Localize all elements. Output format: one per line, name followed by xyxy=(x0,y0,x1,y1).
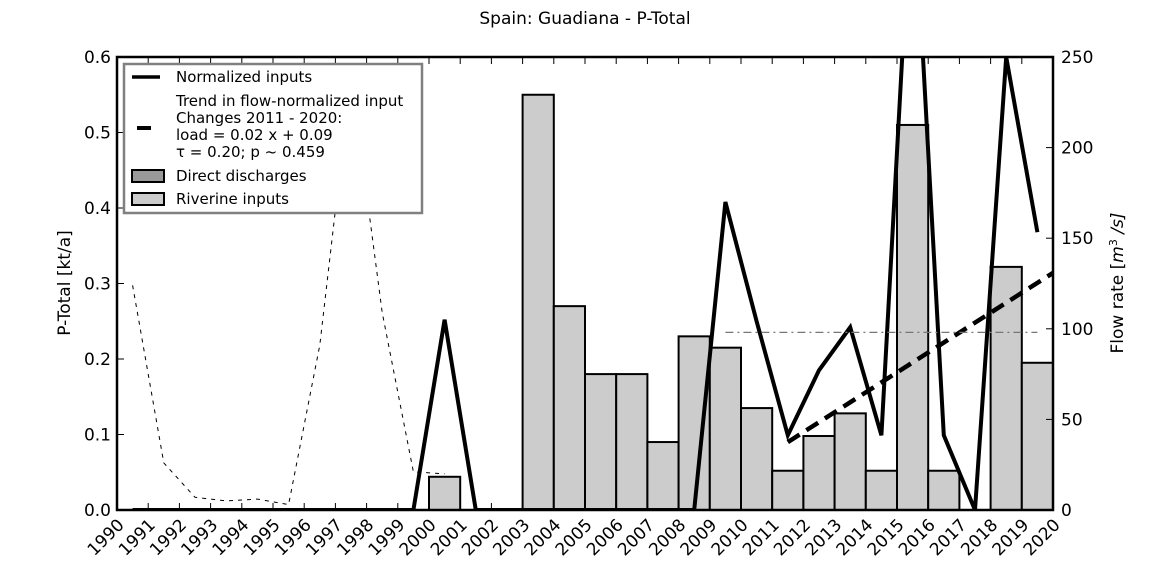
bar-2019 xyxy=(1020,361,1054,511)
legend-direct-swatch xyxy=(131,169,165,183)
y-axis-label: P-Total [kt/a] xyxy=(55,230,75,335)
legend-riverine-label: Riverine inputs xyxy=(176,190,289,208)
y-tick-label: 0.2 xyxy=(84,350,111,370)
bar-2004 xyxy=(552,305,586,511)
legend-trend-period: Changes 2011 - 2020: xyxy=(176,109,342,127)
y-axis-right: 0 50 100 150 200 250 xyxy=(1046,48,1093,521)
series-lines xyxy=(132,57,1053,510)
y-tick-label: 0.3 xyxy=(84,275,111,295)
bar-2016 xyxy=(927,469,961,511)
bar-2005 xyxy=(584,373,618,511)
y2-tick-label: 200 xyxy=(1061,139,1093,159)
normalized-inputs-line xyxy=(132,57,1040,510)
y-tick-label: 0.0 xyxy=(84,501,111,521)
legend-trend-stats: τ = 0.20; p ~ 0.459 xyxy=(176,143,325,161)
bar-2010 xyxy=(740,407,774,512)
y2-axis-label: Flow rate [m3 /s] xyxy=(1107,213,1129,354)
y-tick-label: 0.4 xyxy=(84,199,111,219)
trend-line xyxy=(786,271,1053,444)
x-tick-label: 2020 xyxy=(1020,515,1065,560)
legend: Normalized inputs Trend in flow-normaliz… xyxy=(122,62,424,215)
legend-trend-label: Trend in flow-normalized input xyxy=(175,92,403,110)
legend-normalized-label: Normalized inputs xyxy=(176,68,312,86)
legend-riverine-swatch xyxy=(131,192,165,206)
legend-box xyxy=(122,62,424,215)
chart-title: Spain: Guadiana - P-Total xyxy=(479,9,690,29)
bar-2012 xyxy=(802,435,836,512)
bar-2009 xyxy=(708,346,742,511)
y2-tick-label: 50 xyxy=(1061,410,1083,430)
bar-2006 xyxy=(615,373,649,511)
y2-tick-label: 250 xyxy=(1061,48,1093,68)
bar-2011 xyxy=(771,469,805,511)
bar-2015 xyxy=(896,123,930,511)
y-tick-label: 0.6 xyxy=(84,48,111,68)
y2-tick-label: 150 xyxy=(1061,229,1093,249)
y-tick-label: 0.1 xyxy=(84,426,111,446)
bar-2000 xyxy=(428,475,462,511)
bar-2008 xyxy=(677,335,711,511)
bar-2013 xyxy=(833,412,867,511)
y-axis-left: 0.0 0.1 0.2 0.3 0.4 0.5 0.6 xyxy=(84,48,124,521)
y2-tick-label: 0 xyxy=(1061,501,1072,521)
bar-2018 xyxy=(989,265,1023,512)
y2-tick-label: 100 xyxy=(1061,320,1093,340)
legend-direct-label: Direct discharges xyxy=(176,167,307,185)
riverine-bars xyxy=(428,93,1054,512)
bar-2007 xyxy=(646,441,680,511)
bar-2003 xyxy=(521,93,555,511)
legend-trend-equation: load = 0.02 x + 0.09 xyxy=(176,126,333,144)
bar-2014 xyxy=(864,469,898,511)
y-tick-label: 0.5 xyxy=(84,124,111,144)
